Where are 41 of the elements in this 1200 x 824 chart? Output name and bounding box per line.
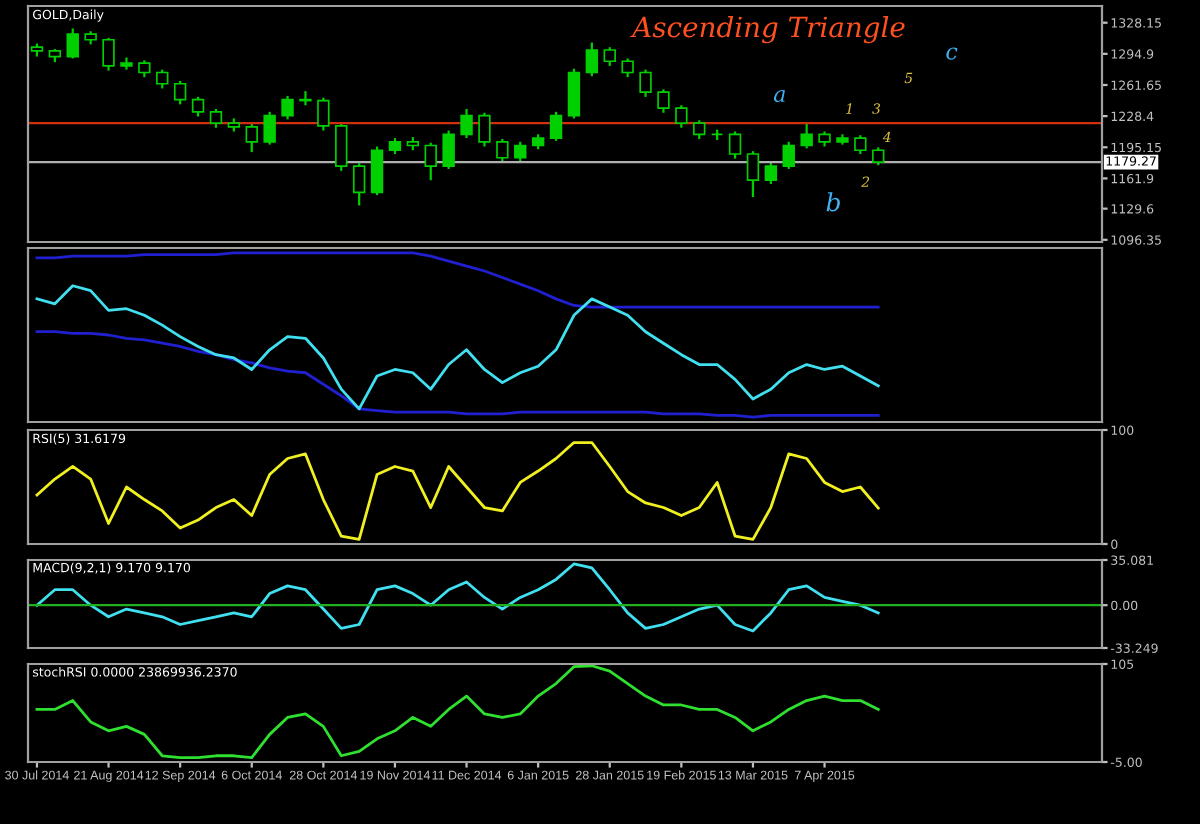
candlestick [209, 107, 223, 129]
candlestick [782, 140, 795, 171]
annotation: a [773, 89, 785, 103]
candlestick [173, 79, 187, 106]
candlestick [514, 140, 527, 163]
candlestick [460, 107, 473, 140]
candlestick [728, 130, 742, 160]
candlestick [764, 161, 778, 186]
line-series [35, 441, 880, 541]
candlestick [746, 150, 760, 199]
candlestick [424, 141, 437, 182]
line-series [35, 562, 880, 633]
candlestick [156, 68, 169, 90]
candlestick [800, 121, 813, 150]
candlestick [585, 41, 599, 78]
candlestick [66, 27, 79, 60]
candlestick [335, 121, 348, 172]
candlestick [478, 111, 491, 148]
candlestick [657, 88, 670, 114]
candlestick [263, 110, 276, 146]
candlestick [854, 134, 867, 156]
candlestick [603, 46, 616, 68]
candlestick [352, 162, 366, 207]
candlestick [370, 145, 384, 197]
candlestick [245, 122, 258, 154]
candlestick [639, 68, 652, 98]
candlestick [567, 67, 581, 120]
annotation: Ascending Triangle [630, 15, 905, 44]
candlestick [442, 129, 455, 171]
candlestick [693, 119, 706, 141]
annotation: c [946, 47, 958, 60]
candlestick [317, 96, 330, 132]
candlestick [281, 94, 294, 121]
candlestick [102, 36, 115, 72]
candlestick [496, 137, 509, 164]
candlestick [621, 57, 634, 79]
candlestick [675, 104, 688, 129]
annotation: b [826, 192, 840, 212]
candlestick [549, 110, 563, 142]
line-series [35, 664, 880, 759]
candlestick [191, 95, 205, 118]
